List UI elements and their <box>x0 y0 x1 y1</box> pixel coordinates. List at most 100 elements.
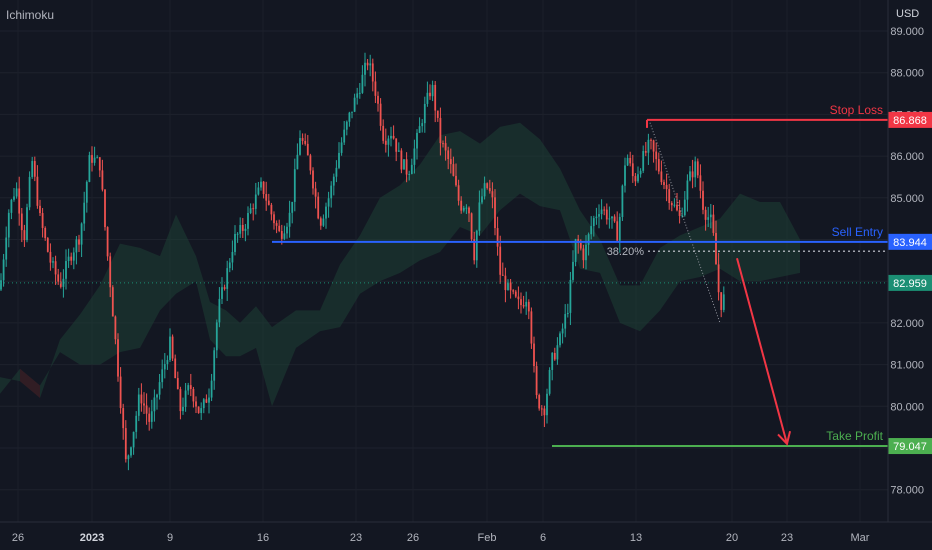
candle-body <box>171 336 174 359</box>
candle-body <box>696 161 699 176</box>
candle-body <box>314 188 317 197</box>
candle-body <box>127 455 130 460</box>
time-tick-label: 23 <box>350 532 362 544</box>
trade-drawings: 38.20% Stop Loss Sell Entry Take Profit <box>0 103 888 448</box>
cloud-segment <box>210 302 226 357</box>
candle-body <box>182 406 184 412</box>
candle-body <box>267 200 270 205</box>
candle-body <box>426 92 429 104</box>
candle-body <box>57 274 60 282</box>
candle-body <box>23 230 26 241</box>
candle-body <box>119 376 122 409</box>
candle-body <box>605 209 608 220</box>
candle-body <box>642 151 645 171</box>
candle-body <box>236 233 239 235</box>
candle-body <box>283 233 286 239</box>
candle-body <box>163 364 166 370</box>
price-tick-label: 80.000 <box>890 401 924 413</box>
candle-body <box>15 188 18 197</box>
candle-body <box>153 397 156 412</box>
candle-body <box>299 138 301 155</box>
candle-body <box>254 194 257 209</box>
candle-body <box>507 282 509 291</box>
candle-body <box>592 218 595 227</box>
price-tick-label: 88.000 <box>890 68 924 80</box>
candle-body <box>54 261 57 275</box>
candle-body <box>364 62 366 75</box>
candle-body <box>595 216 598 219</box>
candle-body <box>343 129 346 143</box>
candle-body <box>70 256 73 261</box>
cloud-segment <box>0 368 20 394</box>
candle-body <box>681 215 684 217</box>
candle-body <box>91 155 93 163</box>
candle-body <box>579 242 582 249</box>
candle-body <box>418 126 421 133</box>
cloud-segment <box>320 264 340 332</box>
candle-body <box>200 408 203 414</box>
candle-body <box>46 238 49 252</box>
candle-body <box>257 187 260 195</box>
candle-body <box>145 405 148 414</box>
candle-body <box>288 212 291 227</box>
candle-body <box>514 291 517 297</box>
candle-body <box>20 213 23 231</box>
candle-body <box>104 189 106 228</box>
candle-body <box>239 225 242 234</box>
candle-body <box>631 163 634 177</box>
candle-body <box>494 197 496 229</box>
indicator-label[interactable]: Ichimoku <box>6 8 55 22</box>
level-price-tag-text: 83.944 <box>893 237 927 249</box>
candle-body <box>49 251 52 263</box>
price-axis: 78.00079.00080.00081.00082.00083.00084.0… <box>887 0 932 522</box>
candle-body <box>213 350 216 381</box>
candle-body <box>637 174 639 182</box>
candle-body <box>231 251 234 263</box>
candle-body <box>205 399 208 403</box>
currency-label[interactable]: USD <box>896 8 920 20</box>
forecast-arrow-line <box>736 258 788 445</box>
cloud-segment <box>296 310 320 348</box>
candle-body <box>546 393 548 416</box>
candle-body <box>101 170 104 190</box>
candle-body <box>527 301 530 312</box>
candle-body <box>442 143 444 145</box>
candle-body <box>691 171 694 178</box>
cloud-segment <box>160 214 176 311</box>
candle-body <box>564 314 567 329</box>
cloud-segment <box>176 214 196 294</box>
candle-body <box>184 390 187 407</box>
candle-body <box>509 282 512 291</box>
candle-body <box>722 294 725 310</box>
candle-body <box>543 408 546 416</box>
candle-body <box>455 175 457 186</box>
ichimoku-cloud <box>0 122 800 407</box>
candle-body <box>122 408 125 429</box>
candle-body <box>132 431 135 448</box>
time-tick-label: 20 <box>726 532 738 544</box>
candle-body <box>488 188 491 192</box>
time-axis: 26 2023 9 16 23 26 Feb 6 13 20 23 Mar <box>0 521 932 544</box>
candle-body <box>382 125 385 141</box>
candle-body <box>483 183 486 197</box>
candle-body <box>520 299 522 306</box>
cloud-segment <box>440 131 460 253</box>
time-tick-label: 2023 <box>80 532 104 544</box>
candle-body <box>36 176 39 206</box>
candle-body <box>665 184 668 190</box>
candle-body <box>377 95 379 104</box>
candle-body <box>241 225 244 231</box>
candle-body <box>176 378 179 390</box>
candle-body <box>535 366 538 396</box>
candle-body <box>699 175 702 191</box>
cloud-segment <box>420 135 440 261</box>
candle-body <box>678 210 681 216</box>
candle-body <box>228 262 231 269</box>
candle-body <box>52 261 54 263</box>
cloud-segment <box>226 310 240 357</box>
candle-body <box>621 185 624 218</box>
candle-body <box>195 401 197 407</box>
candle-body <box>676 204 678 211</box>
candle-body <box>65 261 67 279</box>
